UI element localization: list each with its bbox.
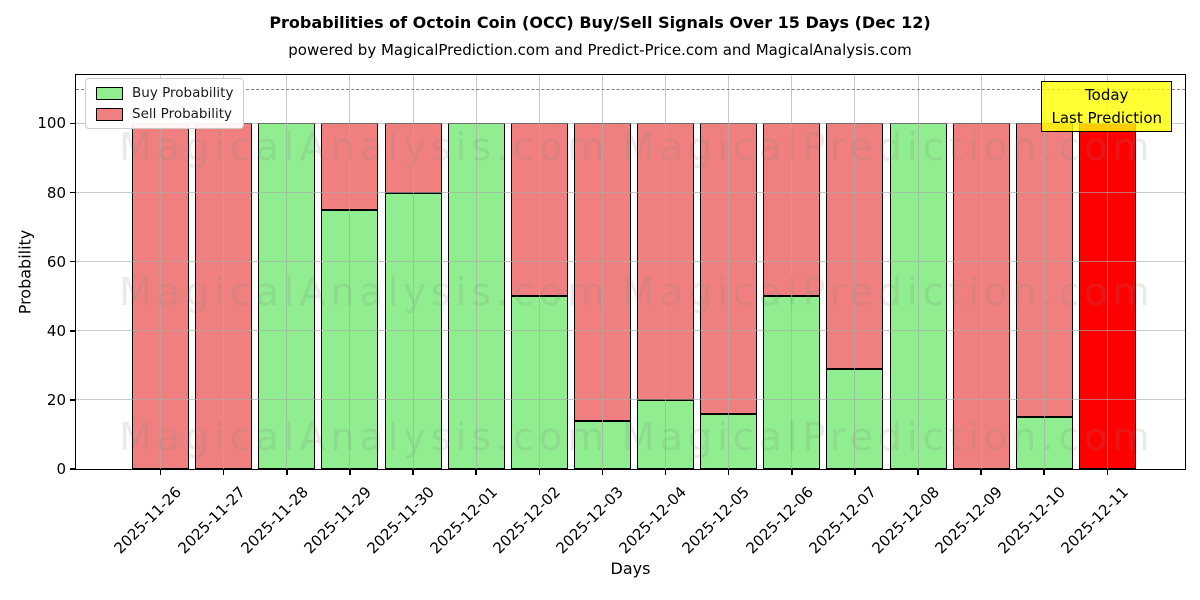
grid-line-horizontal [76, 330, 1185, 332]
today-annotation: Today Last Prediction [1041, 81, 1172, 132]
grid-line-vertical [980, 75, 982, 469]
x-tick-label: 2025-12-07 [805, 483, 880, 558]
x-tick-label: 2025-11-27 [174, 483, 249, 558]
y-tick [70, 468, 76, 470]
x-tick-label: 2025-12-01 [426, 483, 501, 558]
sell-probability-swatch-icon [96, 107, 123, 121]
y-tick-label: 60 [46, 252, 66, 271]
grid-line-vertical [286, 75, 288, 469]
threshold-line [76, 88, 1185, 90]
grid-line-vertical [917, 75, 919, 469]
chart-title: Probabilities of Octoin Coin (OCC) Buy/S… [269, 13, 931, 32]
x-axis-label: Days [610, 559, 651, 578]
x-tick [1043, 469, 1045, 475]
x-tick [727, 469, 730, 475]
grid-line-vertical [223, 75, 225, 469]
x-tick [222, 469, 225, 475]
x-tick-label: 2025-12-08 [868, 483, 943, 558]
legend: Buy Probability Sell Probability [85, 78, 245, 129]
grid-line-vertical [601, 75, 603, 469]
x-tick-label: 2025-11-26 [110, 483, 186, 558]
x-tick-label: 2025-11-29 [300, 483, 375, 558]
grid-line-horizontal [76, 261, 1185, 263]
grid-line-vertical [728, 75, 730, 469]
legend-label-sell: Sell Probability [132, 106, 233, 122]
chart-subtitle: powered by MagicalPrediction.com and Pre… [288, 41, 912, 59]
plot-area: Buy Probability Sell Probability Today L… [16, 74, 1186, 578]
grid-line-vertical [412, 75, 414, 469]
x-tick [917, 469, 919, 475]
buy-probability-swatch-icon [96, 86, 123, 100]
y-tick-label: 80 [46, 183, 66, 202]
grid-line-horizontal [76, 192, 1185, 194]
x-tick-label: 2025-11-30 [363, 483, 438, 558]
y-tick [70, 260, 76, 263]
today-annotation-line2: Last Prediction [1051, 108, 1162, 127]
y-tick [70, 122, 76, 125]
grid-line-horizontal [76, 122, 1185, 124]
grid-line-vertical [1043, 75, 1045, 469]
y-tick-label: 20 [46, 390, 66, 409]
grid-line-vertical [538, 75, 540, 469]
x-tick [854, 469, 856, 475]
x-tick [538, 469, 541, 475]
x-tick-label: 2025-12-10 [994, 483, 1069, 558]
grid-line-vertical [791, 75, 793, 469]
legend-label-buy: Buy Probability [132, 85, 234, 101]
x-tick [980, 469, 982, 475]
grid-line-vertical [475, 75, 477, 469]
grid-line-vertical [160, 75, 162, 469]
x-tick [664, 469, 667, 475]
x-tick [475, 469, 477, 475]
y-tick-label: 0 [56, 460, 66, 478]
legend-item-sell: Sell Probability [96, 106, 233, 122]
legend-item-buy: Buy Probability [96, 85, 233, 101]
y-tick [70, 399, 76, 401]
x-tick-label: 2025-12-06 [742, 483, 817, 558]
x-tick [1106, 469, 1109, 475]
x-tick-label: 2025-12-02 [489, 483, 565, 558]
x-tick [159, 469, 162, 475]
grid-line-vertical [349, 75, 351, 469]
x-tick [601, 469, 604, 475]
grid-line-horizontal [76, 399, 1185, 401]
y-tick-label: 100 [37, 114, 66, 133]
y-tick-label: 40 [46, 321, 66, 340]
y-tick [70, 330, 76, 332]
x-tick-label: 2025-12-09 [931, 483, 1006, 558]
grid-line-vertical [1106, 75, 1108, 469]
x-tick-label: 2025-12-04 [615, 483, 691, 558]
grid-line-vertical [665, 75, 667, 469]
x-tick [286, 469, 288, 475]
y-tick [70, 191, 76, 194]
x-tick [349, 469, 351, 475]
y-axis-label: Probability [15, 229, 35, 315]
today-annotation-line1: Today [1085, 86, 1129, 104]
x-tick [791, 469, 793, 475]
x-tick [412, 469, 414, 475]
x-tick-label: 2025-12-11 [1057, 483, 1133, 558]
x-tick-label: 2025-12-03 [552, 483, 628, 558]
grid-line-vertical [854, 75, 856, 469]
x-tick-label: 2025-12-05 [679, 483, 754, 558]
